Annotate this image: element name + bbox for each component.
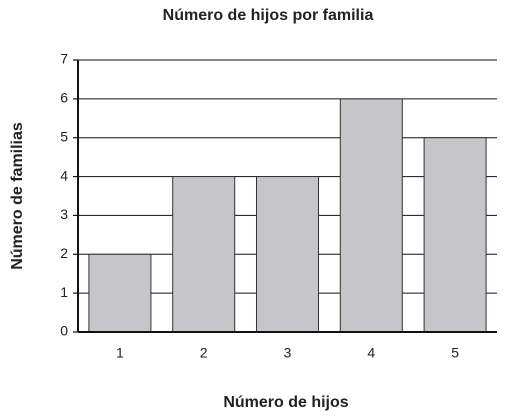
y-tick-label: 7 [60, 51, 68, 67]
bar [423, 137, 487, 333]
y-tick-label: 3 [60, 206, 68, 222]
bar [255, 176, 320, 333]
x-tick-label: 4 [367, 345, 375, 361]
y-axis-label: Número de familias [9, 122, 26, 270]
x-tick-label: 2 [200, 345, 208, 361]
x-tick-label: 3 [284, 345, 292, 361]
y-tick-label: 2 [60, 245, 68, 261]
y-tick-label: 4 [60, 167, 68, 183]
y-tick-label: 0 [60, 323, 68, 339]
y-tick-label: 6 [60, 90, 68, 106]
bar [172, 176, 236, 333]
y-tick-label: 1 [60, 284, 68, 300]
bar [88, 253, 152, 333]
x-tick-label: 1 [116, 345, 124, 361]
bar [339, 98, 403, 333]
x-tick-label: 5 [451, 345, 459, 361]
x-axis-label: Número de hijos [223, 394, 348, 411]
y-tick-label: 5 [60, 128, 68, 144]
chart-title: Número de hijos por familia [163, 7, 374, 24]
